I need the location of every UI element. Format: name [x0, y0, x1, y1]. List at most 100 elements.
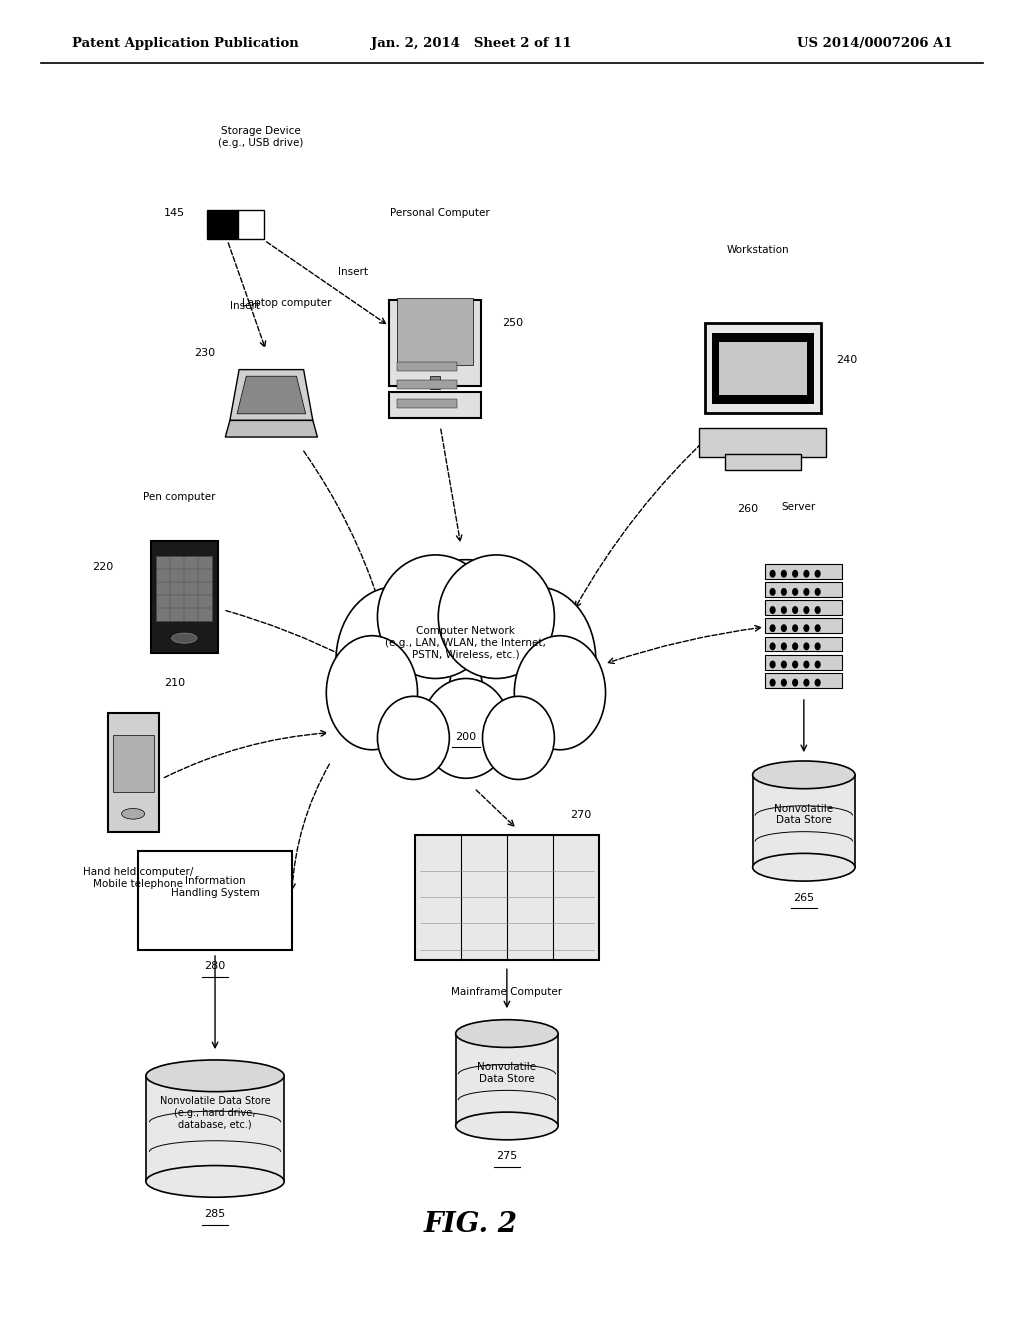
- Ellipse shape: [438, 554, 554, 678]
- Bar: [152, 541, 217, 652]
- Bar: [397, 399, 457, 408]
- Bar: [389, 301, 481, 385]
- Ellipse shape: [514, 636, 605, 750]
- Bar: [766, 655, 842, 669]
- Circle shape: [793, 587, 799, 595]
- Circle shape: [793, 624, 799, 632]
- Text: Server: Server: [781, 502, 816, 512]
- Ellipse shape: [753, 854, 855, 882]
- Text: FIG. 2: FIG. 2: [424, 1212, 518, 1238]
- Text: 265: 265: [794, 892, 814, 903]
- Bar: [397, 298, 473, 364]
- Circle shape: [804, 660, 810, 668]
- Circle shape: [793, 643, 799, 651]
- Ellipse shape: [386, 560, 546, 738]
- Text: 250: 250: [502, 318, 523, 329]
- Bar: [712, 333, 814, 404]
- Circle shape: [804, 606, 810, 614]
- Ellipse shape: [422, 678, 510, 779]
- Bar: [719, 342, 807, 395]
- Circle shape: [815, 678, 821, 686]
- Circle shape: [815, 624, 821, 632]
- Polygon shape: [238, 376, 305, 414]
- Circle shape: [815, 587, 821, 595]
- Bar: [766, 618, 842, 634]
- Bar: [699, 428, 826, 457]
- Circle shape: [781, 624, 787, 632]
- Circle shape: [770, 587, 776, 595]
- Bar: [389, 392, 481, 418]
- Circle shape: [804, 624, 810, 632]
- Ellipse shape: [172, 634, 197, 643]
- Text: 230: 230: [195, 348, 216, 359]
- Bar: [753, 775, 855, 867]
- Bar: [766, 601, 842, 615]
- Circle shape: [793, 660, 799, 668]
- Bar: [113, 735, 154, 792]
- Text: Laptop computer: Laptop computer: [242, 297, 332, 308]
- Circle shape: [793, 570, 799, 578]
- Circle shape: [781, 587, 787, 595]
- Ellipse shape: [456, 1019, 558, 1048]
- Text: Insert: Insert: [230, 301, 260, 312]
- Ellipse shape: [378, 697, 450, 779]
- Circle shape: [804, 587, 810, 595]
- Bar: [766, 673, 842, 688]
- Text: 210: 210: [164, 678, 185, 689]
- Circle shape: [815, 660, 821, 668]
- Text: Insert: Insert: [338, 267, 368, 277]
- Bar: [108, 713, 159, 832]
- Ellipse shape: [378, 554, 494, 678]
- Circle shape: [781, 678, 787, 686]
- Bar: [397, 380, 457, 389]
- Ellipse shape: [479, 587, 596, 734]
- Bar: [239, 210, 264, 239]
- Polygon shape: [229, 370, 313, 420]
- Ellipse shape: [456, 1111, 558, 1140]
- Ellipse shape: [145, 1060, 284, 1092]
- Text: Personal Computer: Personal Computer: [390, 207, 490, 218]
- Text: US 2014/0007206 A1: US 2014/0007206 A1: [797, 37, 952, 50]
- Text: 220: 220: [92, 562, 114, 573]
- Circle shape: [770, 678, 776, 686]
- Text: Jan. 2, 2014   Sheet 2 of 11: Jan. 2, 2014 Sheet 2 of 11: [371, 37, 571, 50]
- Text: 260: 260: [737, 504, 759, 515]
- Text: Computer Network
(e.g., LAN, WLAN, the Internet,
PSTN, Wireless, etc.): Computer Network (e.g., LAN, WLAN, the I…: [385, 626, 547, 660]
- Text: 280: 280: [205, 961, 225, 972]
- Text: Mainframe Computer: Mainframe Computer: [452, 987, 562, 998]
- Ellipse shape: [753, 760, 855, 788]
- Circle shape: [781, 660, 787, 668]
- Circle shape: [804, 643, 810, 651]
- Text: 270: 270: [570, 810, 592, 821]
- Circle shape: [781, 570, 787, 578]
- Ellipse shape: [336, 587, 453, 734]
- Circle shape: [804, 570, 810, 578]
- Text: Storage Device
(e.g., USB drive): Storage Device (e.g., USB drive): [218, 127, 304, 148]
- Ellipse shape: [327, 636, 418, 750]
- Circle shape: [770, 660, 776, 668]
- Circle shape: [793, 606, 799, 614]
- Bar: [138, 850, 292, 950]
- Ellipse shape: [145, 1166, 284, 1197]
- Circle shape: [770, 624, 776, 632]
- Bar: [725, 454, 801, 470]
- Text: Hand held computer/
Mobile telephone: Hand held computer/ Mobile telephone: [83, 867, 194, 888]
- Bar: [705, 323, 821, 413]
- Text: Nonvolatile
Data Store: Nonvolatile Data Store: [477, 1063, 537, 1084]
- Ellipse shape: [122, 808, 144, 820]
- Bar: [766, 564, 842, 578]
- Bar: [145, 1076, 284, 1181]
- Polygon shape: [225, 420, 317, 437]
- Text: Workstation: Workstation: [726, 244, 790, 255]
- Circle shape: [781, 606, 787, 614]
- Bar: [456, 1034, 558, 1126]
- Text: Nonvolatile
Data Store: Nonvolatile Data Store: [774, 804, 834, 825]
- Bar: [766, 636, 842, 651]
- Circle shape: [770, 570, 776, 578]
- Text: Patent Application Publication: Patent Application Publication: [72, 37, 298, 50]
- Text: 275: 275: [497, 1151, 517, 1162]
- Text: 285: 285: [205, 1209, 225, 1220]
- Bar: [766, 582, 842, 597]
- Circle shape: [770, 606, 776, 614]
- Bar: [207, 210, 239, 239]
